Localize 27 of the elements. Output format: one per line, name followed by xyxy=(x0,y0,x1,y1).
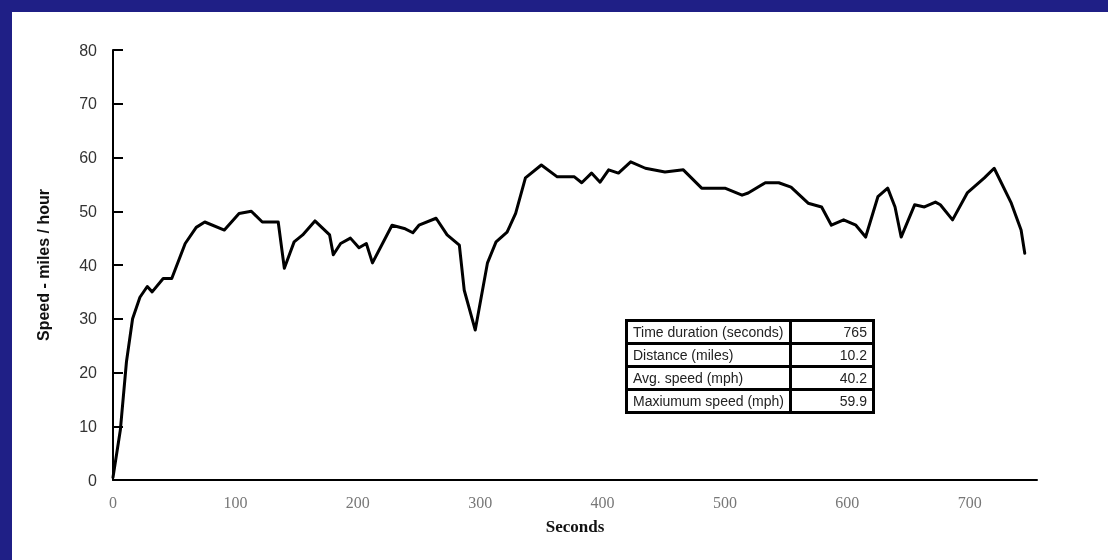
y-axis-title: Speed - miles / hour xyxy=(34,188,52,342)
y-tick-label: 30 xyxy=(79,310,98,328)
annotation: 10.2 xyxy=(790,343,874,367)
y-tick-label: 10 xyxy=(79,417,98,435)
annotation: Maxiumum speed (mph) xyxy=(626,389,791,413)
annotation: 59.9 xyxy=(790,389,874,413)
x-tick-label: 300 xyxy=(468,493,493,511)
y-tick-label: 0 xyxy=(88,471,98,489)
y-tick-label: 60 xyxy=(79,149,98,166)
y-tick-label: 80 xyxy=(79,41,98,59)
x-tick-label: 400 xyxy=(590,493,615,511)
annotation: Avg. speed (mph) xyxy=(626,366,791,390)
x-tick-label: 0 xyxy=(109,493,117,511)
x-tick-label: 700 xyxy=(957,493,982,511)
annotation: 765 xyxy=(790,320,874,344)
x-tick-label: 100 xyxy=(223,493,248,511)
annotation: Time duration (seconds) xyxy=(626,320,791,344)
x-tick-label: 200 xyxy=(345,493,370,511)
y-tick-label: 50 xyxy=(79,202,98,220)
annotation: 40.2 xyxy=(790,366,874,390)
x-tick-label: 500 xyxy=(712,493,737,511)
y-tick-label: 20 xyxy=(79,364,98,381)
annotation: Distance (miles) xyxy=(626,343,791,367)
y-tick-label: 40 xyxy=(79,256,98,274)
x-axis-title: Seconds xyxy=(545,517,605,536)
y-tick-label: 70 xyxy=(79,95,98,113)
x-tick-label: 600 xyxy=(835,493,860,511)
